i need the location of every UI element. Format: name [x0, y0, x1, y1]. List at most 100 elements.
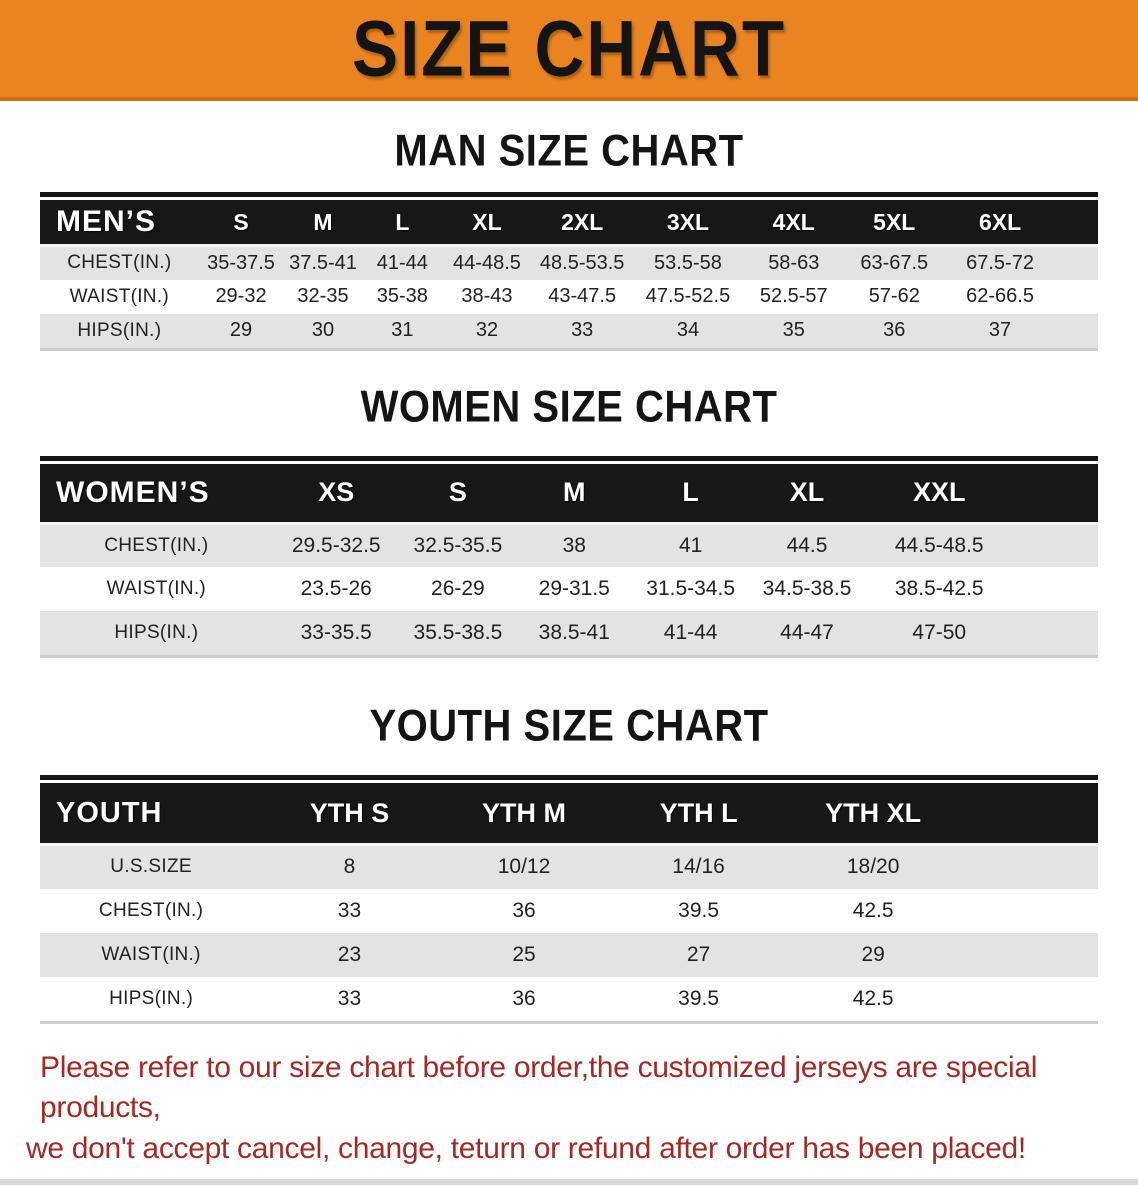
size-cell: 36: [883, 319, 906, 341]
size-cell: 14/16: [672, 855, 725, 879]
section-women: WOMEN SIZE CHART WOMEN’S XS S M L XL XXL: [0, 382, 1138, 658]
youth-section-heading: YOUTH SIZE CHART: [369, 701, 769, 751]
column-header: M: [283, 200, 363, 247]
size-cell: 39.5: [678, 986, 720, 1010]
size-cell: 34: [676, 319, 700, 341]
size-cell: 58-63: [768, 251, 820, 274]
spacer-cell: [960, 933, 1098, 977]
column-header: L: [632, 463, 749, 525]
row-label: HIPS(IN.): [77, 319, 162, 341]
size-cell: 32: [475, 319, 499, 341]
women-size-table: WOMEN’S XS S M L XL XXL CHEST(IN.) 29.5-…: [40, 463, 1098, 655]
size-cell: 31.5-34.5: [646, 577, 736, 600]
spacer-cell: [960, 889, 1098, 933]
size-cell: 33: [571, 319, 594, 341]
size-cell: 33: [337, 986, 362, 1010]
youth-table-wrap: YOUTH YTH S YTH M YTH L YTH XL U.S.SIZE …: [40, 775, 1098, 1024]
table-row: WAIST(IN.) 23.5-26 26-29 29-31.5 31.5-34…: [40, 567, 1098, 611]
size-cell: 33: [337, 898, 362, 922]
size-cell: 38: [562, 533, 586, 557]
spacer-cell: [1013, 567, 1098, 611]
youth-corner-label: YOUTH: [40, 783, 263, 846]
men-section-heading: MAN SIZE CHART: [394, 126, 744, 176]
order-notice: Please refer to our size chart before or…: [26, 1048, 1128, 1170]
row-label: HIPS(IN.): [114, 622, 199, 643]
size-cell: 35: [782, 319, 805, 341]
size-cell: 62-66.5: [966, 285, 1034, 307]
youth-header-row: YOUTH YTH S YTH M YTH L YTH XL: [40, 783, 1098, 846]
size-cell: 10/12: [497, 855, 551, 879]
column-header: 5XL: [844, 200, 945, 247]
size-cell: 34.5-38.5: [762, 577, 852, 600]
column-header: 3XL: [632, 200, 744, 247]
row-label: CHEST(IN.): [67, 252, 172, 274]
size-cell: 23: [337, 942, 362, 966]
column-header: XXL: [865, 463, 1014, 525]
row-label: WAIST(IN.): [106, 578, 207, 599]
size-cell: 30: [311, 319, 335, 341]
column-header: 2XL: [531, 200, 633, 247]
row-label: CHEST(IN.): [98, 899, 204, 921]
women-table-wrap: WOMEN’S XS S M L XL XXL CHEST(IN.) 29.5-…: [40, 455, 1098, 658]
size-cell: 35.5-38.5: [413, 621, 503, 644]
section-men: MAN SIZE CHART MEN’S S M L XL 2XL: [0, 126, 1138, 351]
women-header-row: WOMEN’S XS S M L XL XXL: [40, 463, 1098, 525]
size-cell: 42.5: [852, 898, 894, 922]
spacer-cell: [1056, 246, 1098, 280]
spacer-cell: [960, 783, 1098, 846]
men-table-wrap: MEN’S S M L XL 2XL 3XL 4XL 5XL 6XL: [40, 192, 1098, 351]
table-row: WAIST(IN.) 23 25 27 29: [40, 932, 1098, 977]
size-cell: 42.5: [852, 986, 894, 1010]
spacer-cell: [1055, 200, 1098, 247]
size-cell: 26-29: [431, 577, 485, 600]
column-header: S: [399, 463, 517, 525]
column-header: XL: [442, 200, 532, 247]
spacer-cell: [960, 977, 1098, 1021]
table-row: HIPS(IN.) 33-35.5 35.5-38.5 38.5-41 41-4…: [40, 611, 1098, 655]
spacer-cell: [1013, 611, 1098, 655]
column-header: YTH XL: [785, 783, 961, 846]
size-cell: 35-37.5: [207, 251, 275, 274]
size-cell: 44.5: [786, 533, 828, 557]
size-cell: 47.5-52.5: [645, 285, 731, 307]
table-row: WAIST(IN.) 29-32 32-35 35-38 38-43 43-47…: [40, 279, 1098, 314]
size-cell: 29: [229, 319, 253, 341]
size-cell: 53.5-58: [654, 251, 722, 274]
size-cell: 36: [512, 986, 536, 1010]
column-header: M: [516, 463, 633, 525]
column-header: YTH L: [611, 783, 786, 846]
table-row: HIPS(IN.) 33 36 39.5 42.5: [40, 976, 1098, 1021]
size-cell: 38-43: [461, 285, 513, 307]
size-cell: 29: [861, 942, 885, 966]
order-notice-line-1: Please refer to our size chart before or…: [40, 1050, 1038, 1125]
size-cell: 44-47: [780, 621, 834, 644]
men-header-row: MEN’S S M L XL 2XL 3XL 4XL 5XL 6XL: [40, 200, 1098, 247]
size-cell: 35-38: [376, 285, 428, 307]
column-header: YTH S: [262, 783, 437, 846]
table-row: CHEST(IN.) 35-37.5 37.5-41 41-44 44-48.5…: [40, 245, 1098, 280]
column-header: XL: [748, 463, 866, 525]
size-cell: 25: [512, 942, 536, 966]
size-cell: 8: [343, 855, 356, 879]
size-cell: 32.5-35.5: [413, 533, 503, 557]
men-size-table: MEN’S S M L XL 2XL 3XL 4XL 5XL 6XL: [40, 200, 1098, 348]
size-cell: 52.5-57: [759, 285, 828, 307]
size-cell: 27: [686, 942, 711, 966]
size-cell: 44.5-48.5: [894, 533, 984, 557]
bottom-divider: [0, 1179, 1138, 1185]
column-header: 6XL: [944, 200, 1056, 247]
size-cell: 33-35.5: [300, 621, 372, 644]
column-header: XS: [272, 463, 400, 525]
banner-title: SIZE CHART: [352, 4, 786, 93]
size-cell: 41: [678, 533, 703, 557]
size-cell: 37.5-41: [289, 251, 357, 274]
size-cell: 43-47.5: [548, 285, 617, 307]
size-cell: 47-50: [912, 621, 967, 644]
women-corner-label: WOMEN’S: [40, 463, 273, 525]
banner: SIZE CHART: [0, 0, 1138, 101]
size-cell: 67.5-72: [966, 251, 1034, 274]
row-label: HIPS(IN.): [109, 987, 194, 1009]
table-row: CHEST(IN.) 33 36 39.5 42.5: [40, 888, 1098, 933]
size-cell: 38.5-41: [538, 621, 610, 644]
